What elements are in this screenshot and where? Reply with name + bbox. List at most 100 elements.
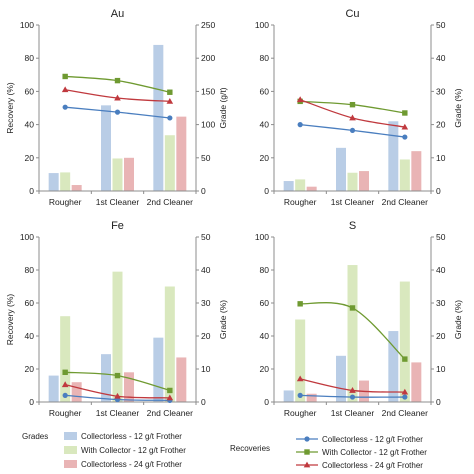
left-tick-label: 80 <box>260 265 270 275</box>
right-tick-label: 50 <box>201 153 211 163</box>
left-tick-label: 60 <box>260 86 270 96</box>
point-au-2nd-cleaner-series-1-circle <box>167 115 173 121</box>
category-label-rougher: Rougher <box>284 197 317 207</box>
left-tick-label: 60 <box>25 86 35 96</box>
category-label-2nd-cleaner: 2nd Cleaner <box>382 408 428 418</box>
right-tick-label: 20 <box>201 331 211 341</box>
bar-fe-2nd-cleaner-series-2 <box>164 286 175 402</box>
point-cu-2nd-cleaner-series-1-circle <box>402 134 408 140</box>
point-fe-rougher-series-3-triangle <box>61 381 69 388</box>
point-au-1st-cleaner-series-2-square <box>114 77 121 84</box>
point-au-rougher-series-1-circle <box>62 104 68 110</box>
left-tick-label: 0 <box>29 186 34 196</box>
point-fe-2nd-cleaner-series-3-triangle <box>166 394 174 401</box>
point-s-rougher-series-2-square <box>297 301 303 307</box>
bar-au-rougher-series-2 <box>60 172 71 191</box>
right-tick-label: 50 <box>436 20 446 30</box>
y2-axis-label: Grade (%) <box>453 300 463 339</box>
category-label-2nd-cleaner: 2nd Cleaner <box>147 197 193 207</box>
bar-fe-2nd-cleaner-series-1 <box>153 337 164 402</box>
bar-au-1st-cleaner-series-3 <box>124 157 134 191</box>
bar-fe-rougher-series-3 <box>71 382 82 402</box>
right-tick-label: 40 <box>201 265 211 275</box>
left-tick-label: 40 <box>260 331 270 341</box>
point-au-2nd-cleaner-series-2-square <box>167 89 173 95</box>
right-tick-label: 40 <box>436 53 446 63</box>
left-tick-label: 100 <box>20 232 34 242</box>
chart-fe: 0 20 40 60 80 100 0 10 20 30 40 50 Rougher 1st Cleane… <box>5 220 228 418</box>
bar-cu-2nd-cleaner-series-3 <box>411 151 422 191</box>
category-label-1st-cleaner: 1st Cleaner <box>331 197 375 207</box>
chart-title-fe: Fe <box>111 220 124 232</box>
right-tick-label: 20 <box>436 120 446 130</box>
legend-swatch-with-collector-12 <box>64 446 77 454</box>
legend-line-label-with-collector-12: With Collector - 12 g/t Frother <box>322 448 427 457</box>
left-tick-label: 0 <box>264 397 269 407</box>
point-s-2nd-cleaner-series-1-circle <box>402 394 408 400</box>
left-tick-label: 80 <box>25 53 35 63</box>
legend-bar-label-collectorless-24: Collectorless - 24 g/t Frother <box>81 460 182 469</box>
right-tick-label: 10 <box>436 364 446 374</box>
right-tick-label: 200 <box>201 53 215 63</box>
category-label-1st-cleaner: 1st Cleaner <box>96 408 140 418</box>
point-s-rougher-series-1-circle <box>297 392 303 398</box>
bar-au-1st-cleaner-series-2 <box>112 158 123 191</box>
bar-s-1st-cleaner-series-2 <box>347 265 358 402</box>
point-s-rougher-series-3-triangle <box>296 375 304 382</box>
y-axis-label: Recovery (%) <box>5 82 15 134</box>
chart-cu: 0 20 40 60 80 100 0 10 20 30 40 50 Rougher 1st Cleane… <box>255 8 463 207</box>
left-tick-label: 20 <box>25 364 35 374</box>
left-tick-label: 20 <box>260 364 270 374</box>
bar-cu-1st-cleaner-series-1 <box>336 147 346 191</box>
point-cu-1st-cleaner-series-3-triangle <box>349 114 356 121</box>
bar-cu-2nd-cleaner-series-2 <box>399 159 410 191</box>
right-tick-label: 250 <box>201 20 215 30</box>
point-s-1st-cleaner-series-3-triangle <box>349 387 356 393</box>
legend-line-keys <box>296 436 318 468</box>
right-tick-label: 0 <box>436 186 441 196</box>
right-tick-label: 50 <box>436 232 446 242</box>
point-cu-2nd-cleaner-series-2-square <box>402 110 408 116</box>
right-tick-label: 30 <box>436 86 446 96</box>
bar-fe-1st-cleaner-series-1 <box>101 354 111 402</box>
bar-cu-1st-cleaner-series-2 <box>347 172 358 191</box>
legend-marker-series-1-circle <box>304 436 310 442</box>
bar-s-rougher-series-2 <box>295 319 306 402</box>
category-label-2nd-cleaner: 2nd Cleaner <box>147 408 193 418</box>
right-tick-label: 30 <box>436 298 446 308</box>
legend-line-label-collectorless-12: Collectorless - 12 g/t Frother <box>322 435 423 444</box>
chart-s: 0 20 40 60 80 100 0 10 20 30 40 50 Rougher 1st Cleane… <box>255 220 463 418</box>
left-tick-label: 0 <box>29 397 34 407</box>
category-label-1st-cleaner: 1st Cleaner <box>331 408 375 418</box>
point-cu-rougher-series-3-triangle <box>296 96 304 103</box>
right-tick-label: 150 <box>201 86 215 96</box>
point-fe-1st-cleaner-series-3-triangle <box>114 392 121 399</box>
left-tick-label: 60 <box>260 298 270 308</box>
y2-axis-label: Grade (g/t) <box>218 87 228 128</box>
point-au-rougher-series-3-triangle <box>61 86 69 93</box>
bar-au-rougher-series-1 <box>48 173 59 191</box>
chart-au: 0 20 40 60 80 100 0 50 100 150 200 250 Rougher 1st Cl… <box>5 8 228 207</box>
category-label-rougher: Rougher <box>49 408 82 418</box>
legend-recoveries-title: Recoveries <box>230 444 270 453</box>
point-cu-1st-cleaner-series-2-square <box>349 101 356 108</box>
chart-title-s: S <box>349 220 356 232</box>
category-label-rougher: Rougher <box>284 408 317 418</box>
bar-s-2nd-cleaner-series-2 <box>399 281 410 402</box>
left-tick-label: 100 <box>255 20 269 30</box>
y-axis-label: Recovery (%) <box>5 294 15 346</box>
point-au-1st-cleaner-series-3-triangle <box>114 94 121 101</box>
left-tick-label: 40 <box>260 120 270 130</box>
point-fe-rougher-series-1-circle <box>62 392 68 398</box>
left-tick-label: 60 <box>25 298 35 308</box>
category-label-2nd-cleaner: 2nd Cleaner <box>382 197 428 207</box>
legend-line-label-collectorless-24: Collectorless - 24 g/t Frother <box>322 461 423 470</box>
bar-fe-rougher-series-2 <box>60 316 71 402</box>
chart-title-cu: Cu <box>345 8 359 20</box>
point-s-2nd-cleaner-series-2-square <box>402 356 408 362</box>
right-tick-label: 10 <box>201 364 211 374</box>
left-tick-label: 100 <box>255 232 269 242</box>
right-tick-label: 0 <box>436 397 441 407</box>
bar-au-2nd-cleaner-series-3 <box>176 116 187 191</box>
